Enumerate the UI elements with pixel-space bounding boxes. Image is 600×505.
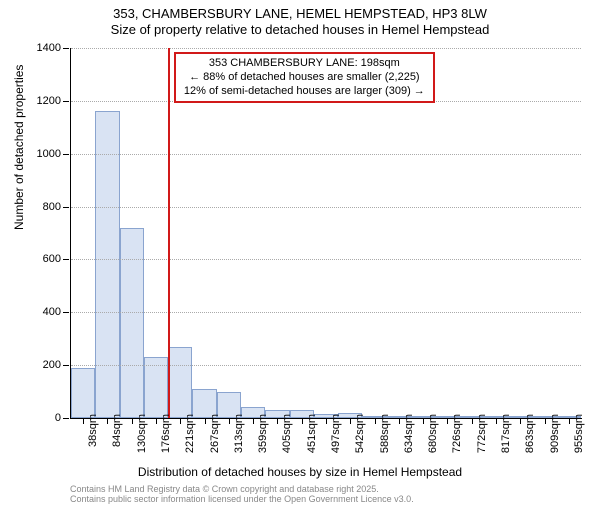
y-tick-label: 200 bbox=[43, 359, 71, 371]
y-tick-label: 1000 bbox=[37, 148, 71, 160]
bar bbox=[71, 368, 95, 418]
x-tick bbox=[277, 418, 278, 424]
y-tick-label: 1200 bbox=[37, 95, 71, 107]
x-tick-label: 451sqm bbox=[306, 414, 318, 453]
x-tick-label: 130sqm bbox=[136, 414, 148, 453]
bar bbox=[95, 111, 119, 418]
x-axis-label: Distribution of detached houses by size … bbox=[0, 465, 600, 479]
x-tick-label: 313sqm bbox=[233, 414, 245, 453]
x-tick bbox=[205, 418, 206, 424]
gridline bbox=[71, 48, 581, 49]
x-tick bbox=[302, 418, 303, 424]
y-tick-label: 1400 bbox=[37, 42, 71, 54]
x-tick-label: 863sqm bbox=[524, 414, 536, 453]
x-tick-label: 680sqm bbox=[427, 414, 439, 453]
y-tick-label: 0 bbox=[55, 412, 71, 424]
gridline bbox=[71, 312, 581, 313]
x-tick-label: 497sqm bbox=[330, 414, 342, 453]
chart-plot-area: 353 CHAMBERSBURY LANE: 198sqm← 88% of de… bbox=[70, 48, 581, 419]
x-tick bbox=[350, 418, 351, 424]
x-tick-label: 84sqm bbox=[111, 414, 123, 447]
callout-line: 353 CHAMBERSBURY LANE: 198sqm bbox=[184, 57, 425, 71]
x-tick-label: 38sqm bbox=[87, 414, 99, 447]
gridline bbox=[71, 207, 581, 208]
x-tick bbox=[180, 418, 181, 424]
attribution: Contains HM Land Registry data © Crown c… bbox=[70, 485, 414, 505]
x-tick bbox=[520, 418, 521, 424]
y-axis-label: Number of detached properties bbox=[12, 65, 26, 230]
gridline bbox=[71, 154, 581, 155]
y-tick-label: 600 bbox=[43, 253, 71, 265]
x-tick-label: 267sqm bbox=[209, 414, 221, 453]
gridline bbox=[71, 365, 581, 366]
x-tick-label: 176sqm bbox=[160, 414, 172, 453]
gridline bbox=[71, 259, 581, 260]
chart-title: 353, CHAMBERSBURY LANE, HEMEL HEMPSTEAD,… bbox=[0, 6, 600, 22]
x-tick-label: 634sqm bbox=[403, 414, 415, 453]
x-tick bbox=[107, 418, 108, 424]
callout-line: ← 88% of detached houses are smaller (2,… bbox=[184, 71, 425, 85]
x-tick-label: 909sqm bbox=[549, 414, 561, 453]
x-tick-label: 772sqm bbox=[476, 414, 488, 453]
x-tick-label: 955sqm bbox=[573, 414, 585, 453]
x-tick bbox=[423, 418, 424, 424]
chart-title-block: 353, CHAMBERSBURY LANE, HEMEL HEMPSTEAD,… bbox=[0, 0, 600, 39]
x-tick bbox=[132, 418, 133, 424]
x-tick bbox=[496, 418, 497, 424]
x-tick-label: 221sqm bbox=[184, 414, 196, 453]
x-tick bbox=[447, 418, 448, 424]
chart-subtitle: Size of property relative to detached ho… bbox=[0, 22, 600, 38]
x-tick bbox=[472, 418, 473, 424]
x-tick bbox=[253, 418, 254, 424]
x-tick bbox=[229, 418, 230, 424]
x-tick bbox=[156, 418, 157, 424]
bar bbox=[120, 228, 144, 418]
y-tick-label: 800 bbox=[43, 201, 71, 213]
bar bbox=[144, 357, 168, 418]
x-tick-label: 817sqm bbox=[500, 414, 512, 453]
callout-line: 12% of semi-detached houses are larger (… bbox=[184, 85, 425, 99]
x-tick-label: 542sqm bbox=[354, 414, 366, 453]
bars-layer bbox=[71, 48, 581, 418]
property-marker-line bbox=[168, 48, 170, 418]
x-tick-label: 359sqm bbox=[257, 414, 269, 453]
x-tick-label: 405sqm bbox=[281, 414, 293, 453]
x-tick bbox=[399, 418, 400, 424]
callout-box: 353 CHAMBERSBURY LANE: 198sqm← 88% of de… bbox=[174, 52, 435, 103]
bar bbox=[168, 347, 192, 418]
x-tick-label: 726sqm bbox=[451, 414, 463, 453]
x-tick bbox=[326, 418, 327, 424]
x-tick bbox=[545, 418, 546, 424]
x-tick bbox=[83, 418, 84, 424]
x-tick bbox=[375, 418, 376, 424]
y-tick-label: 400 bbox=[43, 306, 71, 318]
x-tick-label: 588sqm bbox=[379, 414, 391, 453]
x-tick bbox=[569, 418, 570, 424]
